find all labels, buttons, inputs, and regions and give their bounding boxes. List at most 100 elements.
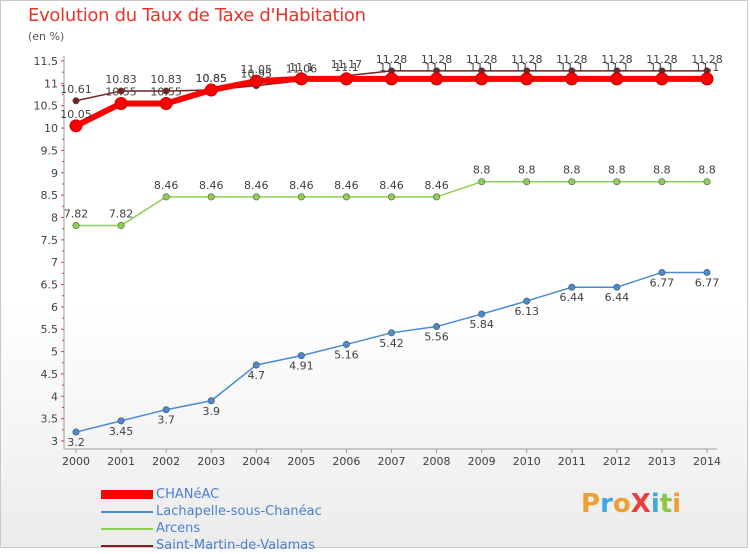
data-label: 11.28 xyxy=(421,53,453,66)
data-label: 11.1 xyxy=(695,61,720,74)
y-tick-label: 8 xyxy=(51,211,58,224)
data-point xyxy=(430,72,444,86)
x-tick-label: 2000 xyxy=(62,455,90,468)
data-point xyxy=(655,72,669,86)
x-tick-label: 2002 xyxy=(152,455,180,468)
data-point xyxy=(478,310,486,318)
data-point xyxy=(523,297,531,305)
y-tick-label: 5 xyxy=(51,346,58,359)
data-label: 10.61 xyxy=(60,83,92,96)
data-label: 8.46 xyxy=(289,179,314,192)
data-label: 6.44 xyxy=(605,291,630,304)
data-point xyxy=(117,417,125,425)
data-point xyxy=(613,283,621,291)
data-label: 8.8 xyxy=(563,164,581,177)
data-label: 3.9 xyxy=(202,405,220,418)
data-label: 8.46 xyxy=(199,179,224,192)
data-label: 11.1 xyxy=(560,61,585,74)
chart-title: Evolution du Taux de Taxe d'Habitation xyxy=(28,5,366,26)
y-tick-label: 4 xyxy=(51,390,58,403)
x-tick-label: 2005 xyxy=(287,455,315,468)
data-point xyxy=(249,74,263,88)
data-label: 11.1 xyxy=(334,61,359,74)
y-tick-label: 8.5 xyxy=(41,189,59,202)
data-point xyxy=(703,268,711,276)
data-label: 8.46 xyxy=(424,179,449,192)
legend-swatch xyxy=(101,527,153,530)
data-label: 10.83 xyxy=(150,73,182,86)
data-point xyxy=(610,72,624,86)
data-point xyxy=(342,193,350,201)
x-tick-label: 2010 xyxy=(513,455,541,468)
data-point xyxy=(478,178,486,186)
x-tick-label: 2009 xyxy=(468,455,496,468)
data-point xyxy=(162,193,170,201)
data-point xyxy=(297,352,305,360)
data-label: 11.17 xyxy=(331,58,363,71)
data-point xyxy=(117,87,125,95)
legend-swatch xyxy=(101,490,153,499)
data-label: 4.7 xyxy=(248,369,266,382)
data-label: 4.91 xyxy=(289,360,314,373)
data-point xyxy=(568,178,576,186)
x-tick-label: 2004 xyxy=(242,455,270,468)
data-label: 8.8 xyxy=(698,164,716,177)
data-label: 7.82 xyxy=(64,208,89,221)
y-tick-label: 10.5 xyxy=(34,100,59,113)
data-point xyxy=(342,340,350,348)
data-point xyxy=(207,397,215,405)
data-label: 8.8 xyxy=(473,164,491,177)
data-label: 10.83 xyxy=(105,73,137,86)
data-label: 10.55 xyxy=(150,85,182,98)
data-label: 11.1 xyxy=(469,61,494,74)
y-tick-label: 3 xyxy=(51,435,58,448)
data-point xyxy=(207,193,215,201)
data-point xyxy=(523,178,531,186)
data-label: 6.13 xyxy=(514,305,539,318)
data-label: 8.46 xyxy=(244,179,269,192)
data-label: 5.16 xyxy=(334,348,359,361)
logo-letter: o xyxy=(612,489,631,519)
data-point xyxy=(565,72,579,86)
data-point xyxy=(568,283,576,291)
chart-subtitle: (en %) xyxy=(28,30,65,43)
data-label: 10.95 xyxy=(241,68,273,81)
y-tick-label: 6 xyxy=(51,301,58,314)
x-tick-label: 2007 xyxy=(378,455,406,468)
data-label: 6.44 xyxy=(560,291,585,304)
data-label: 3.45 xyxy=(109,425,134,438)
y-tick-label: 3.5 xyxy=(41,413,59,426)
data-point xyxy=(613,178,621,186)
data-point xyxy=(387,193,395,201)
y-tick-label: 7.5 xyxy=(41,234,59,247)
data-point xyxy=(117,222,125,230)
data-point xyxy=(658,178,666,186)
data-label: 10.85 xyxy=(195,72,227,85)
data-label: 11.1 xyxy=(605,61,630,74)
x-tick-label: 2006 xyxy=(332,455,360,468)
data-label: 11.28 xyxy=(376,53,408,66)
data-point xyxy=(339,72,353,86)
data-label: 11.28 xyxy=(646,53,678,66)
y-tick-label: 4.5 xyxy=(41,368,59,381)
x-tick-label: 2011 xyxy=(558,455,586,468)
logo-letter: r xyxy=(600,489,613,519)
proxiti-logo: ProXiti xyxy=(581,489,681,519)
data-point xyxy=(204,83,218,97)
data-label: 8.46 xyxy=(154,179,179,192)
data-point xyxy=(297,193,305,201)
x-tick-label: 2012 xyxy=(603,455,631,468)
data-point xyxy=(252,361,260,369)
logo-letter: X xyxy=(630,489,651,519)
logo-letter: t xyxy=(659,489,673,519)
legend-label: Arcens xyxy=(156,521,201,536)
data-label: 6.77 xyxy=(695,276,720,289)
y-tick-label: 9.5 xyxy=(41,144,59,157)
y-tick-label: 10 xyxy=(44,122,58,135)
x-tick-label: 2003 xyxy=(197,455,225,468)
data-point xyxy=(69,119,83,133)
data-label: 11.28 xyxy=(466,53,498,66)
logo-letter: P xyxy=(581,489,601,519)
